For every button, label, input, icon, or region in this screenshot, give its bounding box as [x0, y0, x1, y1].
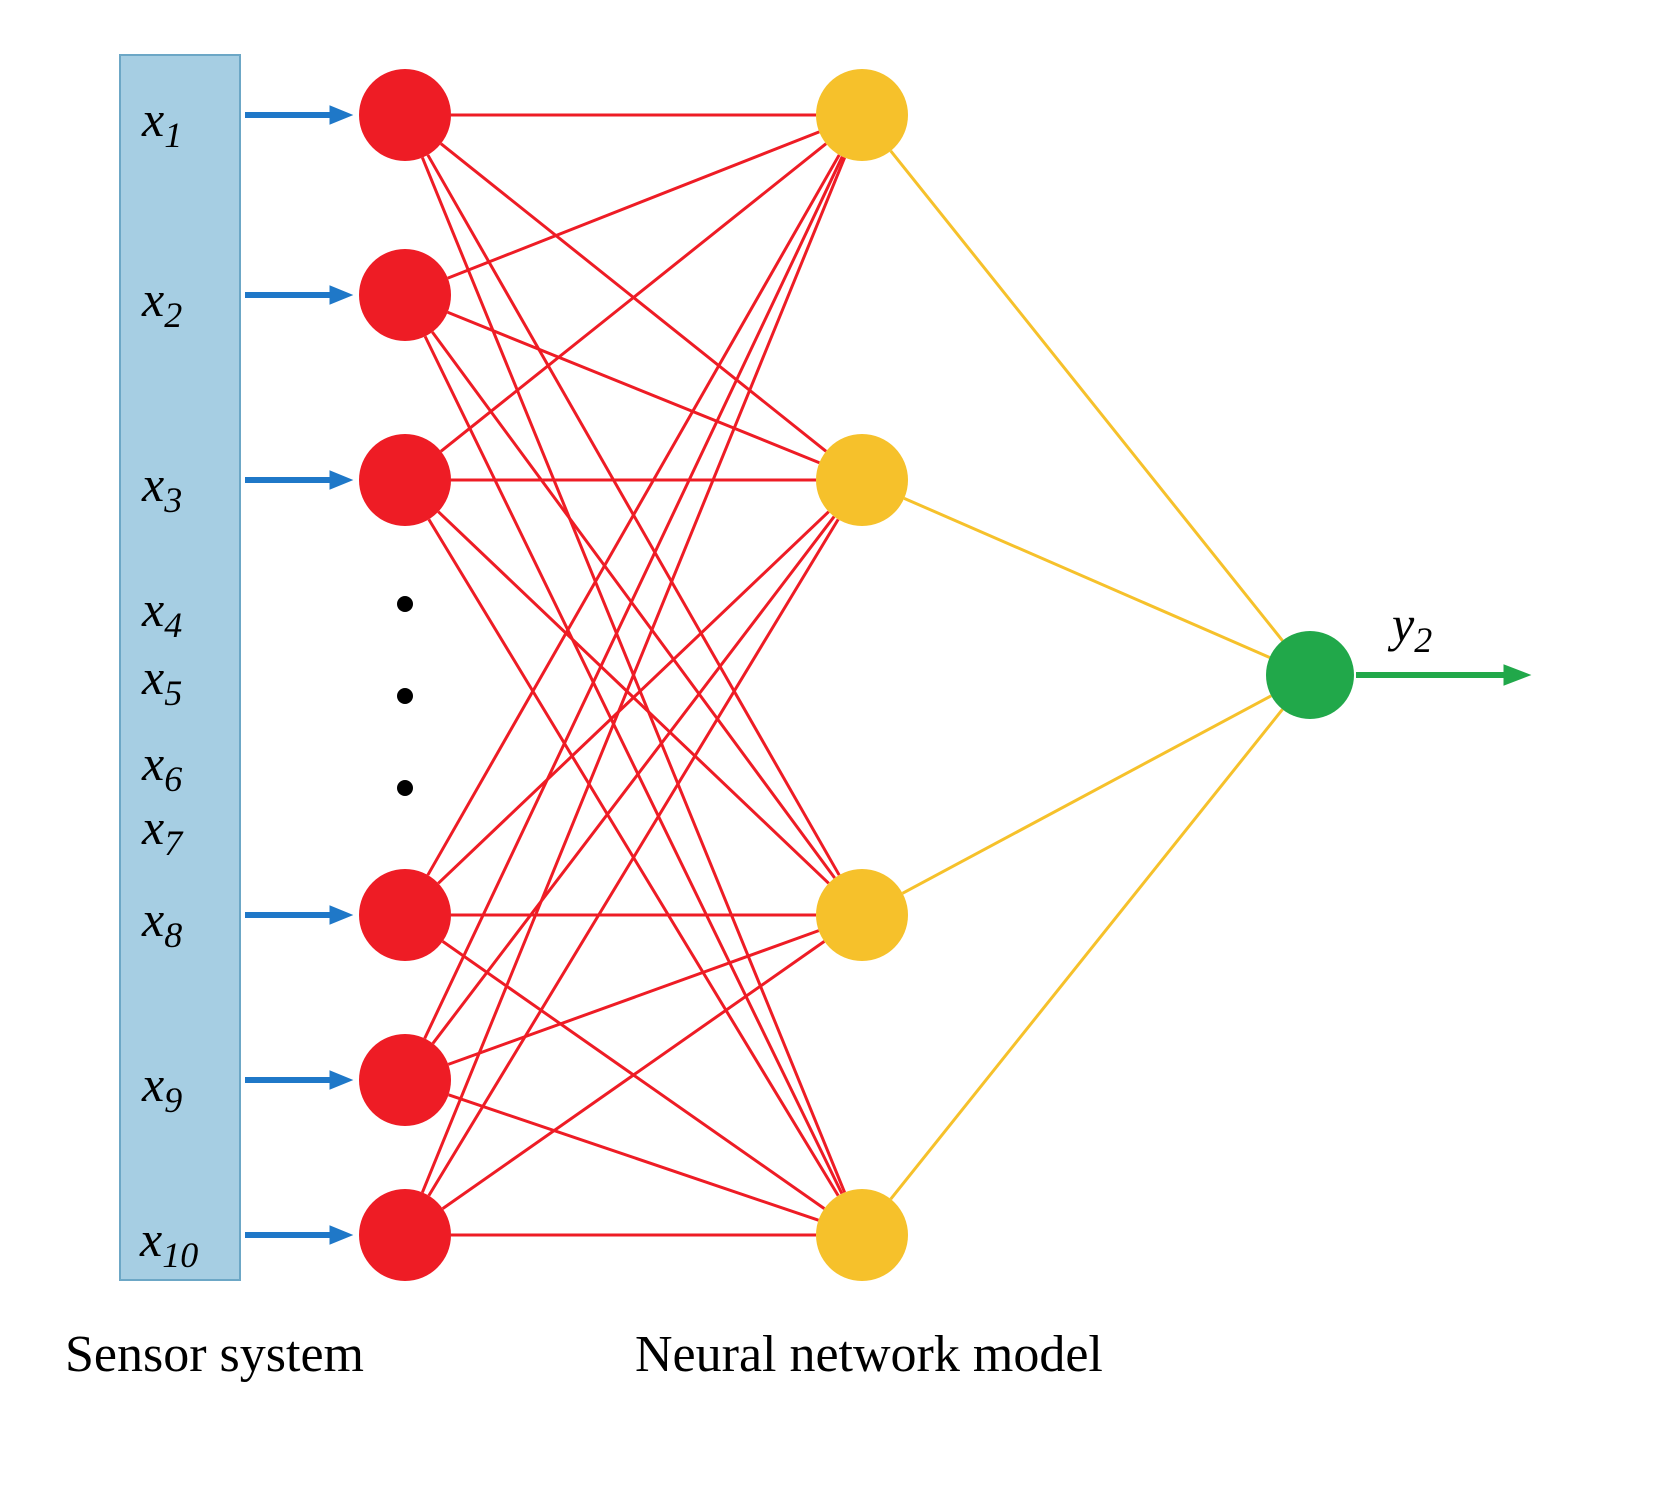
input-label-x5: x5 [142, 648, 182, 714]
input-label-x4: x4 [142, 580, 182, 646]
input-arrow-3-head [330, 471, 352, 489]
input-node-4 [359, 869, 451, 961]
diagram-svg [0, 0, 1654, 1497]
input-arrow-2-head [330, 286, 352, 304]
input-arrow-8-head [330, 906, 352, 924]
edge-l2-out [891, 151, 1283, 641]
caption-sensor-system: Sensor system [65, 1325, 364, 1384]
output-arrow-head [1504, 665, 1530, 685]
input-node-2 [359, 249, 451, 341]
edge-l2-out [891, 709, 1283, 1199]
edge-l1-l2 [425, 336, 842, 1193]
hidden-node-1 [816, 69, 908, 161]
input-label-x2: x2 [142, 270, 182, 336]
edge-l1-l2 [448, 312, 820, 462]
input-node-1 [359, 69, 451, 161]
input-label-x8: x8 [142, 890, 182, 956]
input-label-x1: x1 [142, 90, 182, 156]
input-label-x10: x10 [140, 1210, 198, 1276]
ellipsis-dot-3 [397, 780, 413, 796]
input-node-6 [359, 1189, 451, 1281]
diagram-canvas: x1 x2 x3 x4x5 x6x7 x8 x9 x10 y2 Sensor system Neur… [0, 0, 1654, 1497]
edge-l1-l2 [425, 157, 843, 1039]
input-label-x9: x9 [142, 1055, 182, 1121]
output-node [1266, 631, 1354, 719]
edge-l1-l2 [448, 132, 819, 278]
hidden-node-4 [816, 1189, 908, 1281]
ellipsis-dot-2 [397, 688, 413, 704]
hidden-node-3 [816, 869, 908, 961]
input-node-3 [359, 434, 451, 526]
ellipsis-dot-1 [397, 596, 413, 612]
caption-neural-network: Neural network model [635, 1325, 1103, 1384]
edge-l1-l2 [449, 1095, 819, 1220]
input-arrow-10-head [330, 1226, 352, 1244]
input-label-x3: x3 [142, 455, 182, 521]
input-node-5 [359, 1034, 451, 1126]
hidden-node-2 [816, 434, 908, 526]
input-label-x6: x6 [142, 734, 182, 800]
input-label-x7: x7 [142, 798, 182, 864]
edge-l1-l2 [432, 332, 834, 878]
edge-l2-out [904, 498, 1269, 657]
input-arrow-1-head [330, 106, 352, 124]
input-arrow-9-head [330, 1071, 352, 1089]
output-label-y2: y2 [1392, 595, 1432, 661]
